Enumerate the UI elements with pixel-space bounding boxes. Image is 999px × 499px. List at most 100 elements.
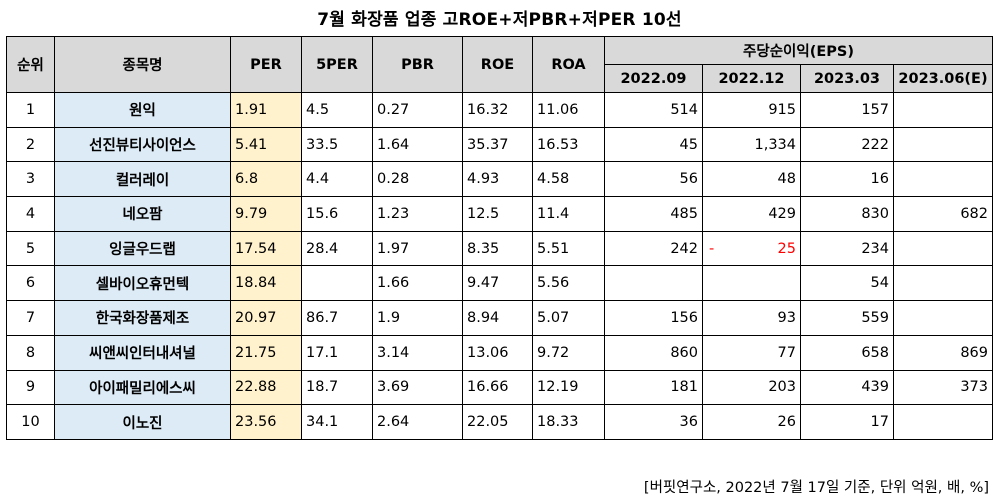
eps-cell xyxy=(893,161,993,198)
roa-cell: 11.06 xyxy=(532,92,605,128)
per-cell: 9.79 xyxy=(230,196,302,232)
per5-cell xyxy=(301,265,373,302)
per5-cell: 18.7 xyxy=(301,369,373,406)
roa-cell: 4.58 xyxy=(532,161,605,198)
header-roa: ROA xyxy=(532,36,605,93)
per-cell: 23.56 xyxy=(230,404,302,440)
roa-cell: 12.19 xyxy=(532,369,605,406)
header-eps-period: 2022.09 xyxy=(604,64,703,93)
eps-cell: 181 xyxy=(604,369,703,406)
per5-cell: 15.6 xyxy=(301,196,373,232)
eps-cell: 36 xyxy=(604,404,703,440)
table-row: 3 컬러레이 6.8 4.4 0.28 4.93 4.58 56 48 16 xyxy=(6,161,993,198)
eps-cell: 45 xyxy=(604,126,703,163)
eps-cell: 17 xyxy=(800,404,894,440)
rank-cell: 6 xyxy=(6,265,55,302)
eps-cell: 93 xyxy=(702,300,801,336)
roe-cell: 16.66 xyxy=(462,369,533,406)
pbr-cell: 3.69 xyxy=(372,369,463,406)
rank-cell: 10 xyxy=(6,404,55,440)
table-body: 1 원익 1.91 4.5 0.27 16.32 11.06 514 915 157 2 선진뷰티사이… xyxy=(6,92,993,440)
pbr-cell: 1.9 xyxy=(372,300,463,336)
eps-cell: 26 xyxy=(702,404,801,440)
stock-name-cell: 잉글우드랩 xyxy=(54,230,231,267)
rank-cell: 9 xyxy=(6,369,55,406)
per5-cell: 4.5 xyxy=(301,92,373,128)
pbr-cell: 1.97 xyxy=(372,230,463,267)
pbr-cell: 1.66 xyxy=(372,265,463,302)
stock-name-cell: 이노진 xyxy=(54,404,231,440)
eps-cell: 54 xyxy=(800,265,894,302)
rank-cell: 8 xyxy=(6,334,55,371)
eps-cell: 56 xyxy=(604,161,703,198)
eps-cell: 860 xyxy=(604,334,703,371)
eps-cell: 682 xyxy=(893,196,993,232)
stock-name-cell: 선진뷰티사이언스 xyxy=(54,126,231,163)
rank-cell: 4 xyxy=(6,196,55,232)
header-eps-group: 주당순이익(EPS) xyxy=(604,36,993,65)
per5-cell: 86.7 xyxy=(301,300,373,336)
stock-table: 순위 종목명 PER 5PER PBR ROE ROA 주당순이익(EPS) 2… xyxy=(6,36,993,440)
table-row: 9 아이패밀리에스씨 22.88 18.7 3.69 16.66 12.19 181 203 43… xyxy=(6,369,993,406)
stock-name-cell: 컬러레이 xyxy=(54,161,231,198)
source-note: [버핏연구소, 2022년 7월 17일 기준, 단위 억원, 배, %] xyxy=(643,480,989,496)
stock-name-cell: 아이패밀리에스씨 xyxy=(54,369,231,406)
eps-cell: 156 xyxy=(604,300,703,336)
roa-cell: 18.33 xyxy=(532,404,605,440)
pbr-cell: 2.64 xyxy=(372,404,463,440)
per5-cell: 34.1 xyxy=(301,404,373,440)
eps-cell: 485 xyxy=(604,196,703,232)
eps-cell: 77 xyxy=(702,334,801,371)
rank-cell: 5 xyxy=(6,230,55,267)
eps-cell: 514 xyxy=(604,92,703,128)
roa-cell: 5.56 xyxy=(532,265,605,302)
roa-cell: 5.51 xyxy=(532,230,605,267)
roe-cell: 35.37 xyxy=(462,126,533,163)
header-name: 종목명 xyxy=(54,36,231,93)
stock-name-cell: 원익 xyxy=(54,92,231,128)
eps-cell: 439 xyxy=(800,369,894,406)
stock-name-cell: 씨앤씨인터내셔널 xyxy=(54,334,231,371)
eps-cell: 234 xyxy=(800,230,894,267)
stock-name-cell: 셀바이오휴먼텍 xyxy=(54,265,231,302)
per-cell: 21.75 xyxy=(230,334,302,371)
stock-name-cell: 한국화장품제조 xyxy=(54,300,231,336)
per-cell: 18.84 xyxy=(230,265,302,302)
eps-cell: 203 xyxy=(702,369,801,406)
table-row: 8 씨앤씨인터내셔널 21.75 17.1 3.14 13.06 9.72 860 77 658 8… xyxy=(6,334,993,371)
roe-cell: 8.35 xyxy=(462,230,533,267)
header-per: PER xyxy=(230,36,302,93)
roe-cell: 4.93 xyxy=(462,161,533,198)
table-row: 1 원익 1.91 4.5 0.27 16.32 11.06 514 915 157 xyxy=(6,92,993,128)
table-row: 4 네오팜 9.79 15.6 1.23 12.5 11.4 485 429 830 682 xyxy=(6,196,993,232)
header-eps-period: 2023.03 xyxy=(800,64,894,93)
eps-cell: 559 xyxy=(800,300,894,336)
roe-cell: 16.32 xyxy=(462,92,533,128)
pbr-cell: 0.28 xyxy=(372,161,463,198)
eps-cell: - 25 xyxy=(702,230,801,267)
eps-value: 25 xyxy=(777,240,796,257)
roe-cell: 9.47 xyxy=(462,265,533,302)
table-row: 10 이노진 23.56 34.1 2.64 22.05 18.33 36 26 17 xyxy=(6,404,993,440)
pbr-cell: 3.14 xyxy=(372,334,463,371)
eps-cell: 830 xyxy=(800,196,894,232)
eps-cell xyxy=(893,92,993,128)
table-subheader-row: 2022.09 2022.12 2023.03 2023.06(E) xyxy=(7,64,993,93)
per5-cell: 33.5 xyxy=(301,126,373,163)
pbr-cell: 0.27 xyxy=(372,92,463,128)
per-cell: 1.91 xyxy=(230,92,302,128)
roe-cell: 12.5 xyxy=(462,196,533,232)
eps-cell: 16 xyxy=(800,161,894,198)
table-header-row: 순위 종목명 PER 5PER PBR ROE ROA 주당순이익(EPS) xyxy=(6,36,993,93)
roe-cell: 13.06 xyxy=(462,334,533,371)
header-rank: 순위 xyxy=(6,36,55,93)
table-row: 2 선진뷰티사이언스 5.41 33.5 1.64 35.37 16.53 45 1,334 22… xyxy=(6,126,993,163)
eps-cell: 157 xyxy=(800,92,894,128)
eps-cell: 429 xyxy=(702,196,801,232)
per5-cell: 17.1 xyxy=(301,334,373,371)
rank-cell: 1 xyxy=(6,92,55,128)
header-eps-period: 2022.12 xyxy=(702,64,801,93)
table-row: 5 잉글우드랩 17.54 28.4 1.97 8.35 5.51 242- 25 234 xyxy=(6,230,993,267)
eps-cell: 1,334 xyxy=(702,126,801,163)
header-5per: 5PER xyxy=(301,36,373,93)
